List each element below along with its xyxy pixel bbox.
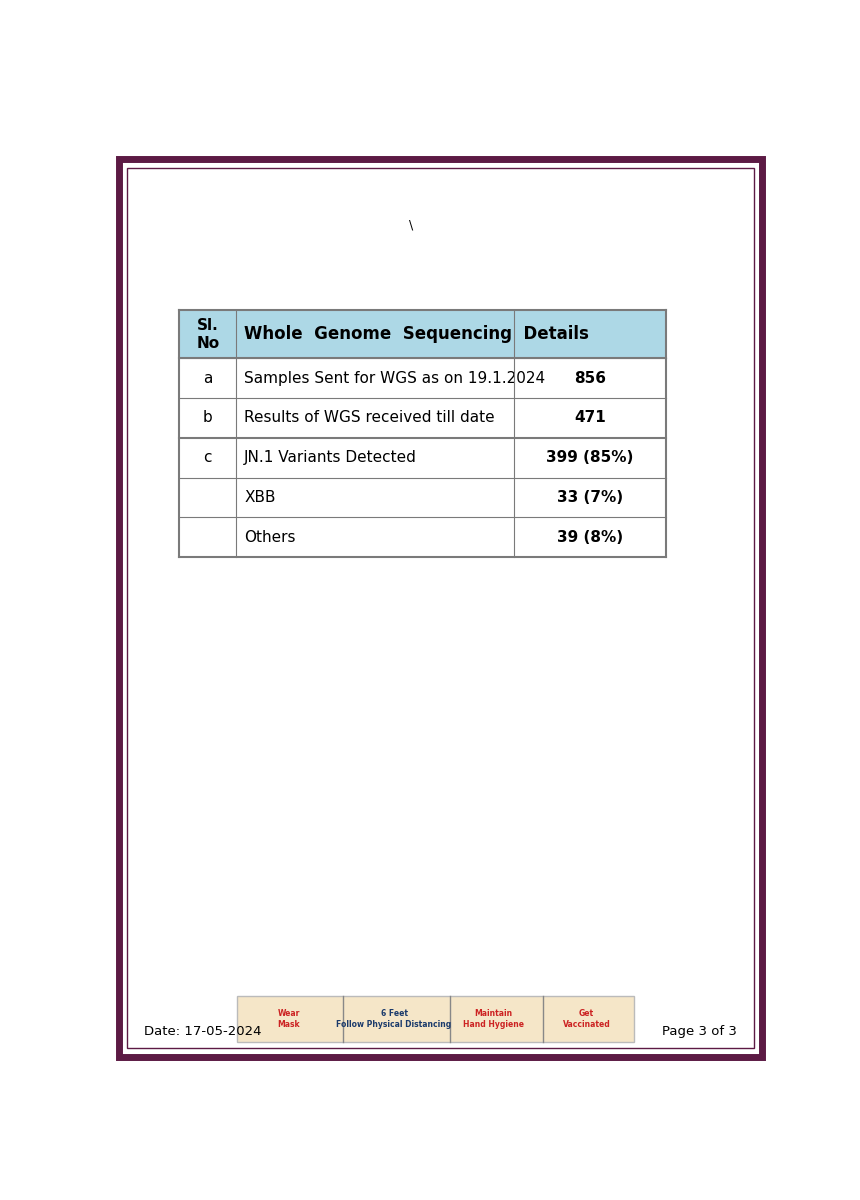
Text: \: \ bbox=[408, 218, 413, 232]
Text: Get
Vaccinated: Get Vaccinated bbox=[562, 1009, 611, 1030]
Text: XBB: XBB bbox=[244, 490, 276, 505]
Text: 33 (7%): 33 (7%) bbox=[557, 490, 624, 505]
Text: Results of WGS received till date: Results of WGS received till date bbox=[244, 410, 494, 426]
Bar bbox=[237, 996, 634, 1042]
Text: a: a bbox=[203, 371, 212, 385]
Text: 471: 471 bbox=[574, 410, 606, 426]
Text: 856: 856 bbox=[574, 371, 606, 385]
Text: Whole  Genome  Sequencing  Details: Whole Genome Sequencing Details bbox=[244, 325, 589, 343]
Text: 6 Feet
Follow Physical Distancing: 6 Feet Follow Physical Distancing bbox=[336, 1009, 452, 1030]
Bar bbox=[180, 478, 666, 517]
FancyBboxPatch shape bbox=[120, 158, 762, 1057]
Bar bbox=[180, 311, 666, 557]
Text: Wear
Mask: Wear Mask bbox=[278, 1009, 300, 1030]
Bar bbox=[180, 359, 666, 398]
Bar bbox=[180, 517, 666, 557]
Text: Date: 17-05-2024: Date: 17-05-2024 bbox=[144, 1025, 261, 1038]
Text: JN.1 Variants Detected: JN.1 Variants Detected bbox=[244, 450, 417, 466]
Bar bbox=[180, 398, 666, 438]
Text: Maintain
Hand Hygiene: Maintain Hand Hygiene bbox=[463, 1009, 524, 1030]
Text: Samples Sent for WGS as on 19.1.2024: Samples Sent for WGS as on 19.1.2024 bbox=[244, 371, 545, 385]
Bar bbox=[180, 311, 666, 359]
Text: 39 (8%): 39 (8%) bbox=[557, 529, 624, 545]
Text: 399 (85%): 399 (85%) bbox=[546, 450, 634, 466]
Text: c: c bbox=[204, 450, 212, 466]
Bar bbox=[180, 438, 666, 478]
Text: Sl.
No: Sl. No bbox=[196, 318, 219, 352]
Text: Page 3 of 3: Page 3 of 3 bbox=[662, 1025, 737, 1038]
Text: Others: Others bbox=[244, 529, 296, 545]
Text: b: b bbox=[203, 410, 212, 426]
